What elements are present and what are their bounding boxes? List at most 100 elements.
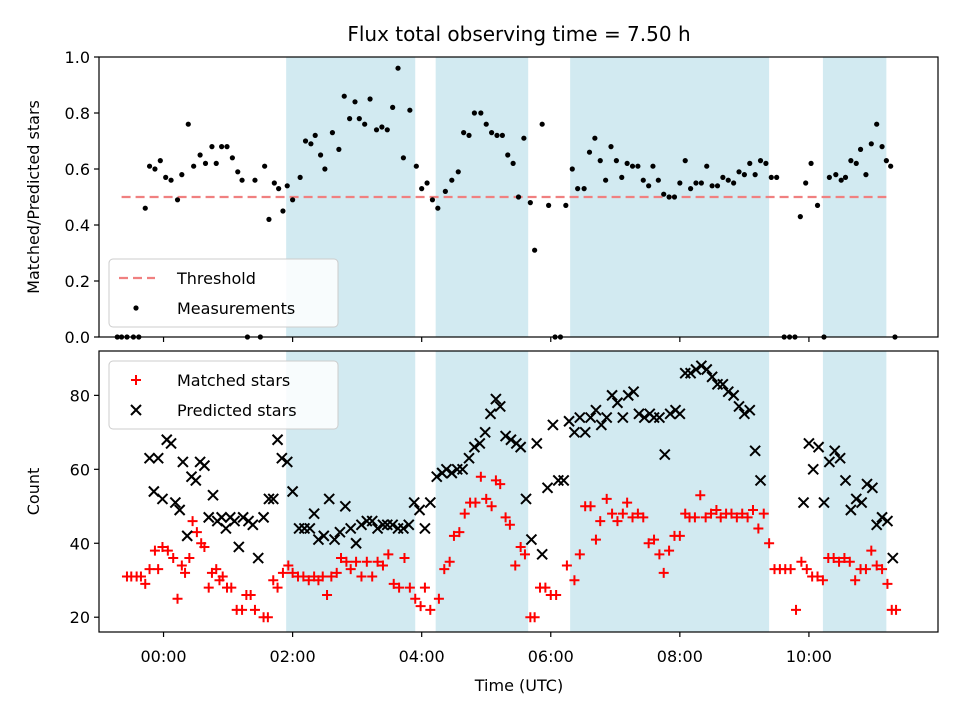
measurement-point [471, 110, 477, 116]
matched-star-point [742, 512, 753, 523]
legend-measurement-swatch [133, 305, 139, 311]
measurement-point [284, 183, 290, 189]
measurement-point [640, 177, 646, 183]
matched-star-point [764, 538, 775, 549]
predicted-star-point [818, 496, 830, 509]
measurement-point [650, 163, 656, 169]
measurement-point [613, 158, 619, 164]
measurement-point [797, 214, 803, 220]
matched-star-point [153, 564, 164, 575]
predicted-star-point [499, 430, 512, 442]
measurement-point [569, 166, 575, 172]
measurement-point [455, 169, 461, 175]
matched-star-point [184, 553, 195, 564]
predicted-star-point [664, 408, 676, 420]
measurement-point [202, 160, 209, 166]
predicted-star-point [143, 452, 156, 464]
matched-star-point [419, 582, 430, 593]
measurement-point [163, 174, 169, 180]
matched-star-point [711, 504, 722, 515]
matched-star-point [322, 590, 333, 601]
matched-star-point [345, 564, 356, 575]
matched-star-point [715, 512, 726, 523]
matched-star-point [500, 512, 511, 523]
predicted-star-point [552, 474, 565, 487]
measurement-point [384, 127, 390, 133]
legend-matched-swatch [131, 375, 141, 385]
predicted-star-point [424, 496, 437, 509]
predicted-star-point [514, 441, 527, 453]
matched-star-point [199, 541, 210, 552]
predicted-star-point [156, 493, 169, 505]
legend-predicted-swatch [130, 404, 142, 416]
matched-star-point [726, 508, 737, 519]
predicted-star-point [397, 522, 410, 535]
predicted-star-point [557, 474, 570, 487]
measurement-point [682, 158, 688, 164]
legend: Threshold Measurements [108, 258, 339, 328]
measurement-point [624, 160, 630, 166]
measurement-point [763, 160, 769, 166]
measurement-point [442, 188, 448, 194]
measurement-point [842, 174, 849, 180]
measurement-point [266, 216, 272, 222]
y-tick-label: 0.8 [65, 104, 90, 123]
predicted-star-point [727, 389, 740, 402]
predicted-star-point [525, 533, 538, 546]
observing-period-2 [570, 351, 770, 632]
measurement-point [174, 197, 181, 203]
matched-star-point [590, 534, 601, 545]
matched-star-point [601, 493, 612, 504]
measurement-point [341, 93, 347, 99]
measurement-point [693, 180, 699, 186]
measurement-point [731, 180, 737, 186]
matched-star-point [394, 582, 405, 593]
predicted-star-point [861, 478, 873, 490]
matched-star-point [372, 556, 383, 567]
predicted-star-point [463, 452, 475, 464]
plot-frame [98, 350, 939, 633]
measurement-point [152, 166, 158, 172]
measurement-point [814, 202, 821, 208]
measurement-point [235, 169, 241, 175]
measurement-point [888, 163, 894, 169]
measurement-point [280, 208, 286, 214]
predicted-star-point [622, 389, 634, 402]
predicted-star-point [595, 419, 608, 431]
predicted-star-point [574, 411, 586, 424]
predicted-star-point [706, 371, 718, 383]
matched-star-point [504, 519, 515, 530]
plot-frame [98, 56, 939, 338]
matched-star-point [607, 508, 618, 519]
measurement-point [768, 174, 774, 180]
measurement-point [347, 116, 353, 122]
matched-star-point [377, 560, 388, 571]
predicted-star-point [744, 404, 756, 416]
matched-star-point [162, 545, 173, 556]
measurement-point [661, 191, 667, 197]
predicted-star-point [839, 474, 852, 487]
predicted-star-point [419, 522, 431, 535]
predicted-star-point [590, 404, 602, 416]
chart-title: Flux total observing time = 7.50 h [347, 22, 690, 46]
measurement-point [592, 135, 598, 141]
predicted-star-point [717, 378, 729, 390]
matched-star-point [226, 582, 237, 593]
matched-star-point [399, 553, 410, 564]
matched-star-point [891, 604, 902, 615]
predicted-star-point [638, 411, 651, 424]
predicted-star-point [403, 519, 415, 531]
predicted-star-point [563, 415, 575, 427]
measurement-point [863, 172, 869, 178]
measurement-point [838, 177, 844, 183]
measurement-point [629, 163, 636, 169]
x-tick-label: 00:00 [140, 647, 186, 666]
matched-star-point [249, 604, 260, 615]
matched-star-point [695, 490, 706, 501]
measurement-point [603, 177, 609, 183]
predicted-star-point [203, 511, 215, 524]
matched-star-point [433, 593, 444, 604]
x-axis-label: Time (UTC) [474, 676, 563, 695]
measurement-point [709, 183, 715, 189]
matched-star-point [383, 549, 394, 560]
